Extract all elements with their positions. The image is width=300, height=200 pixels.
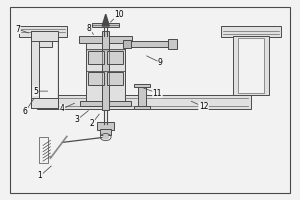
Bar — [31, 36, 52, 47]
Text: 7: 7 — [15, 24, 20, 33]
Bar — [98, 122, 114, 130]
Bar — [125, 41, 171, 47]
Text: 3: 3 — [75, 115, 80, 124]
Bar — [31, 31, 58, 108]
Text: 6: 6 — [23, 107, 28, 116]
Bar — [39, 137, 48, 163]
Bar — [168, 39, 177, 49]
Bar — [134, 84, 150, 87]
Text: 9: 9 — [158, 58, 163, 67]
Bar — [80, 101, 131, 106]
Bar — [37, 95, 251, 109]
Text: 1: 1 — [38, 171, 42, 180]
Bar — [19, 26, 67, 37]
Text: 11: 11 — [153, 89, 162, 98]
Bar — [88, 72, 104, 85]
Bar — [88, 51, 104, 64]
Bar — [31, 98, 58, 108]
Bar — [92, 23, 119, 27]
Bar — [79, 36, 132, 43]
Bar — [107, 51, 123, 64]
Text: 2: 2 — [90, 119, 94, 128]
Bar — [238, 38, 264, 93]
Polygon shape — [102, 14, 109, 26]
Bar — [31, 31, 38, 108]
Bar — [123, 40, 131, 48]
Bar — [86, 41, 125, 102]
Bar — [38, 41, 56, 98]
Bar — [221, 26, 281, 37]
Circle shape — [103, 135, 108, 139]
Bar — [102, 31, 109, 110]
Bar — [100, 129, 111, 135]
Text: 10: 10 — [114, 10, 124, 19]
Bar — [31, 31, 58, 41]
Text: 12: 12 — [199, 102, 208, 111]
Text: 8: 8 — [87, 24, 92, 33]
Bar — [138, 86, 146, 109]
Bar — [233, 36, 269, 95]
Text: 4: 4 — [60, 104, 65, 113]
Bar — [107, 72, 123, 85]
Bar — [134, 106, 150, 109]
Text: 5: 5 — [33, 87, 38, 96]
